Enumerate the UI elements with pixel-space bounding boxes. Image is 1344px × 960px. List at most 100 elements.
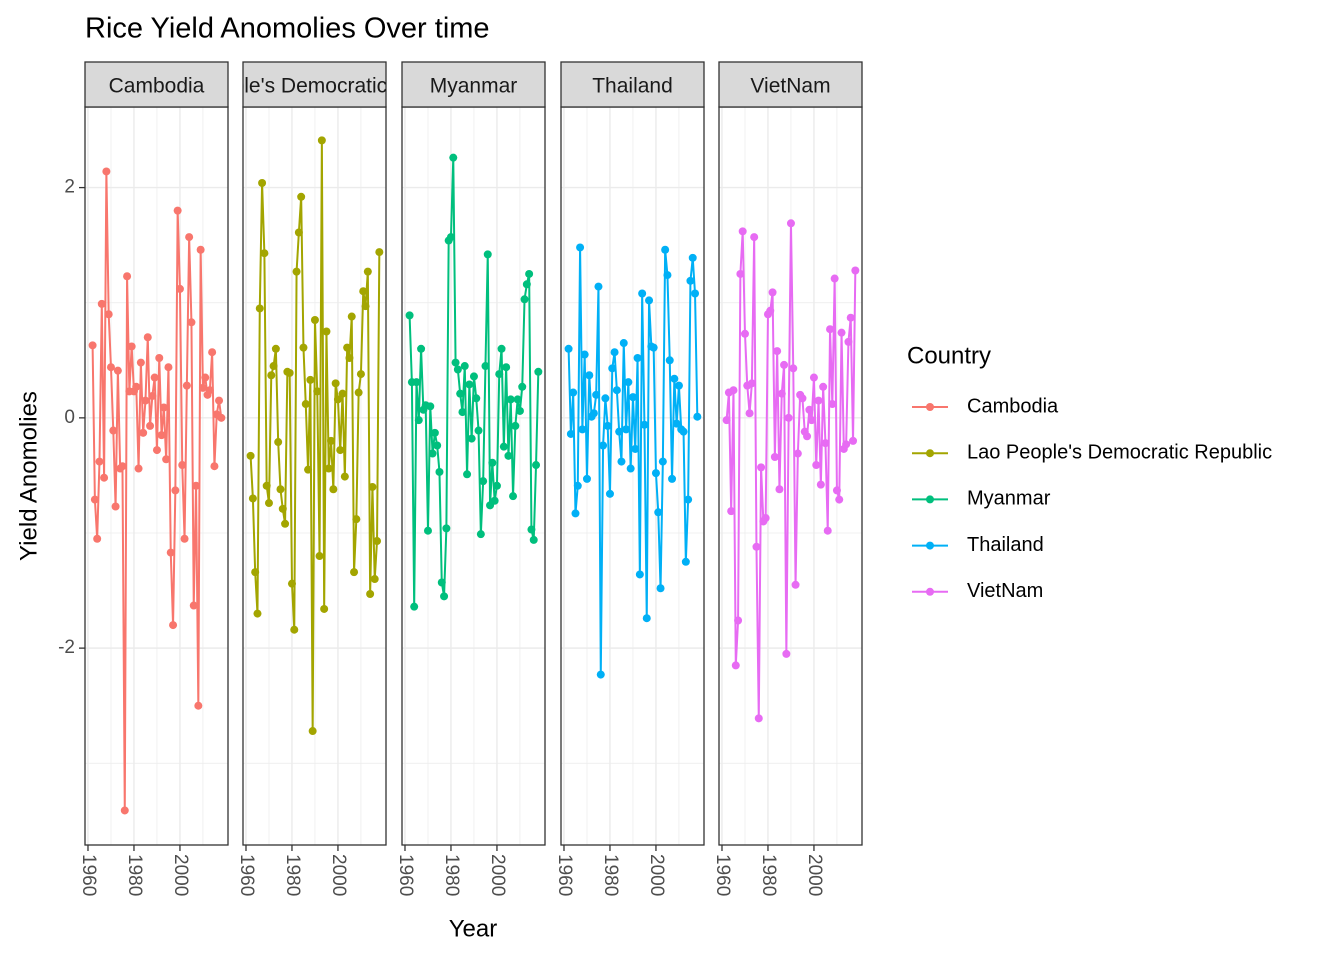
data-point: [842, 440, 851, 449]
data-point: [569, 388, 578, 397]
data-point: [624, 378, 633, 387]
panel-background: [85, 107, 228, 845]
data-point: [605, 489, 614, 498]
data-point: [132, 382, 141, 391]
data-point: [205, 386, 214, 395]
data-point: [665, 356, 674, 365]
data-point: [738, 227, 747, 236]
data-point: [208, 348, 217, 357]
data-point: [187, 318, 196, 327]
x-tick-label: 2000: [170, 854, 191, 896]
data-point: [594, 282, 603, 291]
data-point: [672, 419, 681, 428]
data-point: [343, 343, 352, 352]
data-point: [109, 426, 118, 435]
data-point: [159, 403, 168, 412]
data-point: [780, 360, 789, 369]
data-point: [596, 670, 605, 679]
data-point: [306, 375, 315, 384]
data-point: [139, 428, 148, 437]
data-point: [740, 329, 749, 338]
data-point: [322, 327, 331, 336]
data-point: [146, 421, 155, 430]
data-point: [626, 464, 635, 473]
facet-label: Cambodia: [109, 75, 205, 98]
data-point: [410, 602, 419, 611]
facet-label: Thailand: [592, 75, 673, 98]
data-point: [816, 480, 825, 489]
data-point: [368, 482, 377, 491]
data-point: [370, 575, 379, 584]
data-point: [603, 421, 612, 430]
data-point: [582, 474, 591, 483]
data-point: [509, 492, 518, 501]
data-point: [846, 313, 855, 322]
data-point: [786, 219, 795, 228]
x-tick-label: 1980: [758, 854, 779, 896]
data-point: [686, 276, 695, 285]
data-point: [610, 348, 619, 357]
data-point: [727, 507, 736, 516]
data-point: [361, 302, 370, 311]
data-point: [260, 249, 269, 258]
data-point: [534, 367, 543, 376]
data-point: [327, 436, 336, 445]
data-point: [166, 548, 175, 557]
panel-background: [402, 107, 545, 845]
data-point: [338, 389, 347, 398]
data-point: [113, 366, 122, 375]
data-point: [823, 526, 832, 535]
data-point: [585, 371, 594, 380]
data-point: [333, 395, 342, 404]
data-point: [294, 228, 303, 237]
data-point: [490, 496, 499, 505]
data-point: [849, 436, 858, 445]
data-point: [757, 463, 766, 472]
x-tick-label: 2000: [646, 854, 667, 896]
data-point: [608, 364, 617, 373]
data-point: [821, 439, 830, 448]
data-point: [173, 206, 182, 215]
data-point: [320, 604, 329, 613]
y-tick-label: 2: [64, 177, 75, 198]
data-point: [120, 806, 129, 815]
data-point: [297, 192, 306, 201]
data-point: [649, 343, 658, 352]
data-point: [175, 284, 184, 293]
data-point: [495, 370, 504, 379]
data-point: [515, 406, 524, 415]
data-point: [442, 524, 451, 533]
data-point: [805, 405, 814, 414]
data-point: [453, 365, 462, 374]
data-point: [180, 534, 189, 543]
data-point: [525, 269, 534, 278]
data-point: [599, 441, 608, 450]
data-point: [828, 400, 837, 409]
data-point: [803, 432, 812, 441]
data-point: [674, 381, 683, 390]
data-point: [446, 233, 455, 242]
data-point: [301, 400, 310, 409]
data-point: [754, 714, 763, 723]
data-point: [329, 485, 338, 494]
data-point: [791, 580, 800, 589]
data-point: [150, 373, 159, 382]
facet-strip: [560, 61, 705, 108]
x-tick-label: 1960: [236, 854, 257, 896]
data-point: [111, 502, 120, 511]
data-point: [278, 504, 287, 513]
data-point: [449, 153, 458, 162]
data-point: [169, 621, 178, 630]
data-point: [363, 267, 372, 276]
data-point: [375, 248, 384, 257]
data-point: [474, 426, 483, 435]
data-point: [148, 391, 157, 400]
data-point: [352, 515, 361, 524]
chart-title: Rice Yield Anomolies Over time: [85, 13, 490, 45]
data-point: [324, 464, 333, 473]
data-point: [157, 431, 166, 440]
data-point: [768, 288, 777, 297]
x-tick-label: 1960: [78, 854, 99, 896]
x-tick-label: 1980: [600, 854, 621, 896]
data-point: [492, 481, 501, 490]
